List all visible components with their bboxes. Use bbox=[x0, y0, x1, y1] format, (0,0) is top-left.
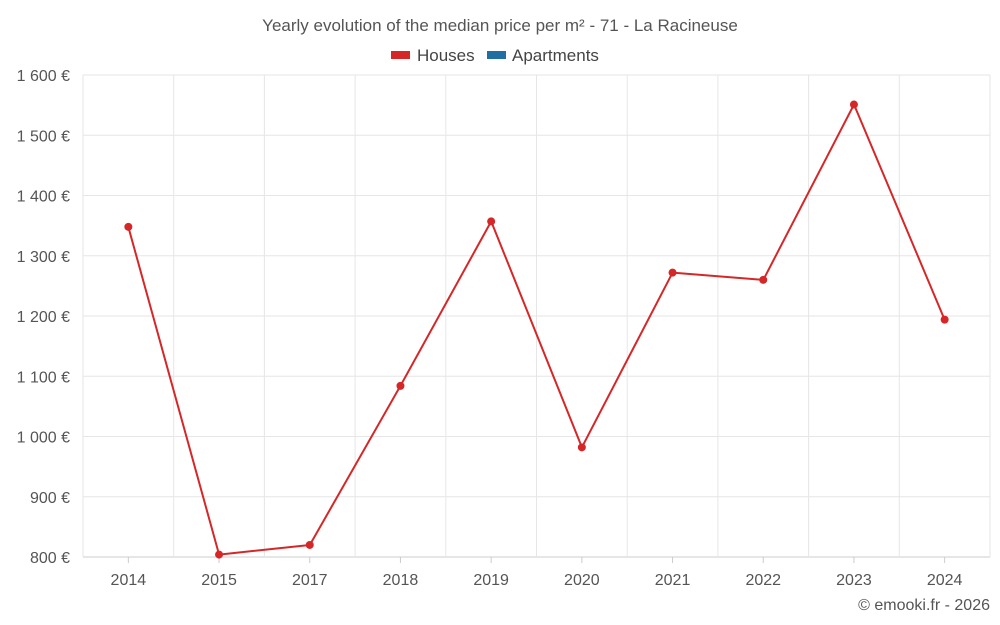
x-tick-label: 2014 bbox=[111, 572, 147, 589]
x-tick-label: 2024 bbox=[927, 572, 963, 589]
legend-item-houses[interactable]: Houses bbox=[391, 46, 475, 65]
data-point-houses[interactable] bbox=[759, 275, 768, 284]
y-tick-label: 1 600 € bbox=[17, 68, 70, 85]
legend-label-houses: Houses bbox=[417, 46, 475, 65]
credit-text: © emooki.fr - 2026 bbox=[858, 597, 990, 614]
y-tick-label: 1 100 € bbox=[17, 369, 70, 386]
y-tick-label: 1 400 € bbox=[17, 189, 70, 206]
series-line-houses bbox=[127, 103, 946, 556]
x-tick-label: 2017 bbox=[292, 572, 328, 589]
x-axis: 2014 2015 2017 2018 2019 2020 2021 2022 2023 2024 bbox=[111, 557, 963, 589]
legend: Houses Apartments bbox=[391, 46, 599, 65]
series-houses bbox=[124, 100, 949, 559]
data-point-houses[interactable] bbox=[396, 381, 405, 390]
x-tick-label: 2022 bbox=[745, 572, 781, 589]
data-point-houses[interactable] bbox=[940, 315, 949, 324]
x-tick-label: 2018 bbox=[383, 572, 419, 589]
y-tick-label: 900 € bbox=[30, 490, 70, 507]
x-tick-label: 2019 bbox=[473, 572, 509, 589]
y-tick-label: 1 200 € bbox=[17, 309, 70, 326]
x-tick-label: 2021 bbox=[655, 572, 691, 589]
data-point-houses[interactable] bbox=[487, 217, 496, 226]
legend-label-apartments: Apartments bbox=[512, 46, 599, 65]
x-tick-label: 2023 bbox=[836, 572, 872, 589]
data-point-houses[interactable] bbox=[577, 443, 586, 452]
x-tick-label: 2015 bbox=[201, 572, 237, 589]
chart-title: Yearly evolution of the median price per… bbox=[262, 16, 738, 35]
grid bbox=[82, 74, 991, 558]
y-axis: 1 600 € 1 500 € 1 400 € 1 300 € 1 200 € 1 100… bbox=[17, 68, 70, 567]
data-point-houses[interactable] bbox=[305, 540, 314, 549]
data-point-houses[interactable] bbox=[668, 268, 677, 277]
y-tick-label: 1 300 € bbox=[17, 249, 70, 266]
legend-item-apartments[interactable]: Apartments bbox=[487, 46, 599, 65]
legend-swatch-houses bbox=[391, 51, 410, 59]
y-tick-label: 1 500 € bbox=[17, 128, 70, 145]
data-point-houses[interactable] bbox=[124, 222, 133, 231]
y-tick-label: 1 000 € bbox=[17, 430, 70, 447]
x-tick-label: 2020 bbox=[564, 572, 600, 589]
y-tick-label: 800 € bbox=[30, 550, 70, 567]
data-point-houses[interactable] bbox=[215, 550, 224, 559]
legend-swatch-apartments bbox=[487, 51, 506, 59]
data-point-houses[interactable] bbox=[849, 100, 858, 109]
